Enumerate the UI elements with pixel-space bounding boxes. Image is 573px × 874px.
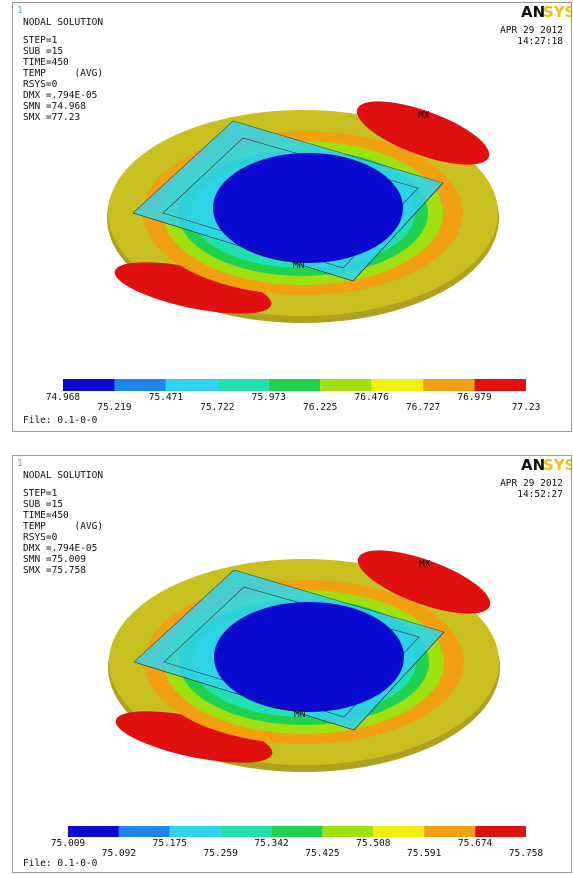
legend-label: 75.674 [458, 838, 493, 849]
legend-label: 76.727 [406, 402, 440, 413]
legend-label: 75.722 [200, 402, 234, 413]
info-line: SUB =15 [23, 46, 63, 57]
time: 14:52:27 [517, 489, 563, 500]
legend-label: 74.968 [46, 392, 81, 403]
legend-swatch [269, 379, 320, 391]
legend-swatch [170, 826, 221, 837]
legend-label: 75.092 [102, 848, 136, 859]
info-line: DMX =.794E-05 [23, 90, 97, 101]
info-line: TEMP (AVG) [23, 521, 103, 532]
legend-swatch [424, 826, 475, 837]
legend-label: 75.259 [204, 848, 239, 859]
mn-label: MN [293, 260, 305, 271]
legend-label: 75.342 [254, 838, 288, 849]
legend-label: 75.425 [305, 848, 339, 859]
legend-label: 75.508 [356, 838, 391, 849]
legend-label: 76.476 [355, 392, 390, 403]
legend-swatch [68, 826, 119, 837]
logo: SYS [543, 3, 572, 21]
legend-label: 75.471 [149, 392, 184, 403]
info-line: SMN =75.009 [23, 554, 86, 565]
page: 1NODAL SOLUTIONSTEP=1SUB =15TIME=450TEMP… [0, 0, 573, 874]
legend-label: 75.591 [407, 848, 442, 859]
date: APR 29 2012 [500, 478, 563, 489]
legend-label: 76.979 [457, 392, 492, 403]
title: NODAL SOLUTION [23, 17, 103, 28]
panel-number: 1 [17, 5, 23, 16]
legend-swatch [119, 826, 170, 837]
legend-swatch [166, 379, 217, 391]
legend-swatch [217, 379, 268, 391]
legend-label: 76.225 [303, 402, 337, 413]
info-line: STEP=1 [23, 488, 58, 499]
info-line: TIME=450 [23, 57, 69, 68]
mx-label: MX [418, 110, 430, 121]
logo: AN [521, 456, 545, 474]
file-label: File: 0.1-0-0 [23, 415, 98, 426]
title: NODAL SOLUTION [23, 470, 103, 481]
legend-swatch [475, 826, 526, 837]
logo: AN [521, 3, 545, 21]
info-line: SMX =75.758 [23, 565, 86, 576]
legend-swatch [63, 379, 114, 391]
legend-swatch [322, 826, 373, 837]
legend-label: 75.219 [97, 402, 132, 413]
mn-label: MN [294, 709, 306, 720]
legend-label: 75.758 [509, 848, 544, 859]
legend-swatch [373, 826, 424, 837]
info-line: RSYS=0 [23, 79, 58, 90]
legend-label: 77.23 [512, 402, 541, 413]
logo: SYS [543, 456, 572, 474]
info-line: DMX =.794E-05 [23, 543, 97, 554]
date: APR 29 2012 [500, 25, 563, 36]
legend-label: 75.175 [153, 838, 187, 849]
legend-swatch [114, 379, 165, 391]
legend-swatch [475, 379, 526, 391]
info-line: SMN =74.968 [23, 101, 86, 112]
file-label: File: 0.1-0-0 [23, 858, 98, 869]
info-line: RSYS=0 [23, 532, 58, 543]
legend-swatch [272, 826, 323, 837]
legend-swatch [221, 826, 272, 837]
legend-label: 75.009 [51, 838, 86, 849]
mx-label: MX [419, 559, 431, 570]
time: 14:27:18 [517, 36, 563, 47]
legend-swatch [423, 379, 474, 391]
info-line: TEMP (AVG) [23, 68, 103, 79]
legend-swatch [372, 379, 423, 391]
info-line: TIME=450 [23, 510, 69, 521]
legend-swatch [320, 379, 371, 391]
panel-number: 1 [17, 458, 23, 469]
info-line: SUB =15 [23, 499, 63, 510]
info-line: SMX =77.23 [23, 112, 80, 123]
legend-label: 75.973 [252, 392, 286, 403]
info-line: STEP=1 [23, 35, 58, 46]
